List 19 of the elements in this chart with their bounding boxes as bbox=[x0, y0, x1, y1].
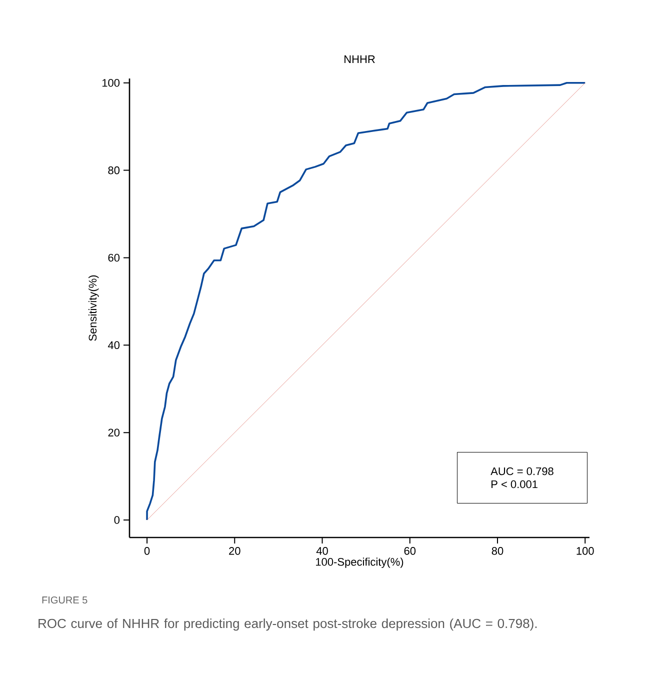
x-tick-label: 100 bbox=[576, 547, 594, 555]
y-tick-label: 20 bbox=[108, 428, 120, 436]
chart-title: NHHR bbox=[344, 55, 375, 63]
x-axis-title: 100-Specificity(%) bbox=[316, 558, 404, 568]
x-tick-label: 0 bbox=[144, 547, 150, 555]
y-tick-label: 40 bbox=[108, 341, 120, 350]
y-tick-label: 0 bbox=[114, 516, 120, 524]
y-tick-label: 100 bbox=[102, 78, 120, 87]
text: ROC curve of NHHR for predicting early-onset post-stroke depression (AUC = 0.798). bbox=[38, 618, 537, 631]
caption: FIGURE 5 bbox=[42, 596, 88, 604]
y-tick-label: 80 bbox=[108, 166, 120, 174]
y-axis-title: Sensitivity(%) bbox=[88, 275, 99, 341]
x-tick-label: 80 bbox=[492, 547, 504, 555]
annotation: P < 0.001 bbox=[492, 480, 538, 488]
x-tick-label: 60 bbox=[404, 547, 416, 555]
y-tick-label: 60 bbox=[108, 254, 120, 262]
x-tick-label: 20 bbox=[229, 547, 240, 555]
x-tick-label: 40 bbox=[316, 547, 328, 555]
annotation: AUC = 0.798 bbox=[490, 467, 554, 476]
